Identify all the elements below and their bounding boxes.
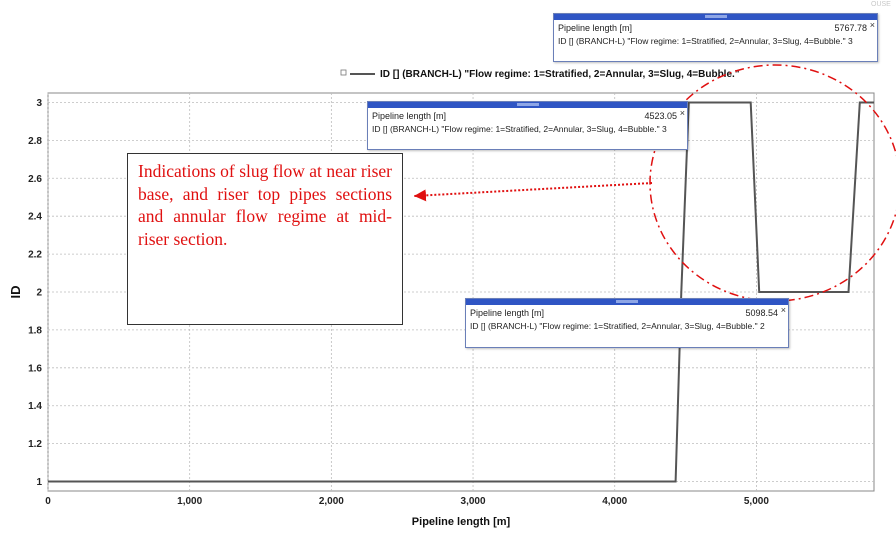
tooltip-grip[interactable] xyxy=(516,103,539,106)
series-line xyxy=(48,101,874,483)
x-tick-label: 5,000 xyxy=(744,496,769,507)
annotation-text: Indications of slug flow at near riser b… xyxy=(138,161,392,249)
y-tick-label: 2.2 xyxy=(28,250,42,261)
tooltip-label: Pipeline length [m] xyxy=(558,23,633,33)
tooltip-5098[interactable]: Pipeline length [m] 5098.54 × ID [] (BRA… xyxy=(465,298,789,348)
tooltip-value: 4523.05 xyxy=(644,111,677,121)
legend-entry: ID [] (BRANCH-L) "Flow regime: 1=Stratif… xyxy=(380,69,740,80)
y-tick-label: 2 xyxy=(36,288,42,299)
tooltip-grip[interactable] xyxy=(616,300,638,303)
tooltip-5767[interactable]: Pipeline length [m] 5767.78 × ID [] (BRA… xyxy=(553,13,878,62)
tooltip-description: ID [] (BRANCH-L) "Flow regime: 1=Stratif… xyxy=(470,321,765,331)
tooltip-value: 5098.54 xyxy=(745,308,778,318)
tooltip-4523[interactable]: Pipeline length [m] 4523.05 × ID [] (BRA… xyxy=(367,101,688,150)
tooltip-label: Pipeline length [m] xyxy=(372,111,447,121)
close-icon[interactable]: × xyxy=(679,108,685,118)
y-axis-title: ID xyxy=(8,286,23,299)
y-tick-label: 2.8 xyxy=(28,136,42,147)
y-tick-label: 1 xyxy=(36,477,42,488)
y-tick-labels: 1 1.2 1.4 1.6 1.8 2 2.2 2.4 2.6 2.8 3 xyxy=(28,98,42,488)
x-tick-label: 4,000 xyxy=(602,496,627,507)
y-tick-label: 2.6 xyxy=(28,174,42,185)
x-tick-label: 1,000 xyxy=(177,496,202,507)
x-tick-label: 2,000 xyxy=(319,496,344,507)
y-tick-label: 1.4 xyxy=(28,401,42,412)
series-lines xyxy=(48,101,874,483)
x-tick-label: 3,000 xyxy=(461,496,486,507)
tooltip-value: 5767.78 xyxy=(834,23,867,33)
y-tick-label: 2.4 xyxy=(28,212,42,223)
y-tick-label: 1.6 xyxy=(28,363,42,374)
y-tick-label: 1.2 xyxy=(28,439,42,450)
y-tick-label: 3 xyxy=(36,98,42,109)
close-icon[interactable]: × xyxy=(869,20,875,30)
x-axis-title: Pipeline length [m] xyxy=(412,516,511,528)
tooltip-titlebar[interactable] xyxy=(466,299,788,305)
tooltip-description: ID [] (BRANCH-L) "Flow regime: 1=Stratif… xyxy=(558,36,853,46)
tooltip-description: ID [] (BRANCH-L) "Flow regime: 1=Stratif… xyxy=(372,124,667,134)
close-icon[interactable]: × xyxy=(780,305,786,315)
x-tick-label: 0 xyxy=(45,496,51,507)
top-right-label: OUSE xyxy=(871,1,891,8)
tooltip-grip[interactable] xyxy=(704,15,727,18)
annotation-box: Indications of slug flow at near riser b… xyxy=(127,153,403,325)
legend-checkbox[interactable] xyxy=(340,69,347,76)
y-tick-label: 1.8 xyxy=(28,325,42,336)
tooltip-label: Pipeline length [m] xyxy=(470,308,545,318)
legend[interactable]: ID [] (BRANCH-L) "Flow regime: 1=Stratif… xyxy=(340,69,740,80)
tooltip-titlebar[interactable] xyxy=(554,14,877,20)
tooltip-titlebar[interactable] xyxy=(368,102,687,108)
x-tick-labels: 0 1,000 2,000 3,000 4,000 5,000 xyxy=(45,496,769,507)
